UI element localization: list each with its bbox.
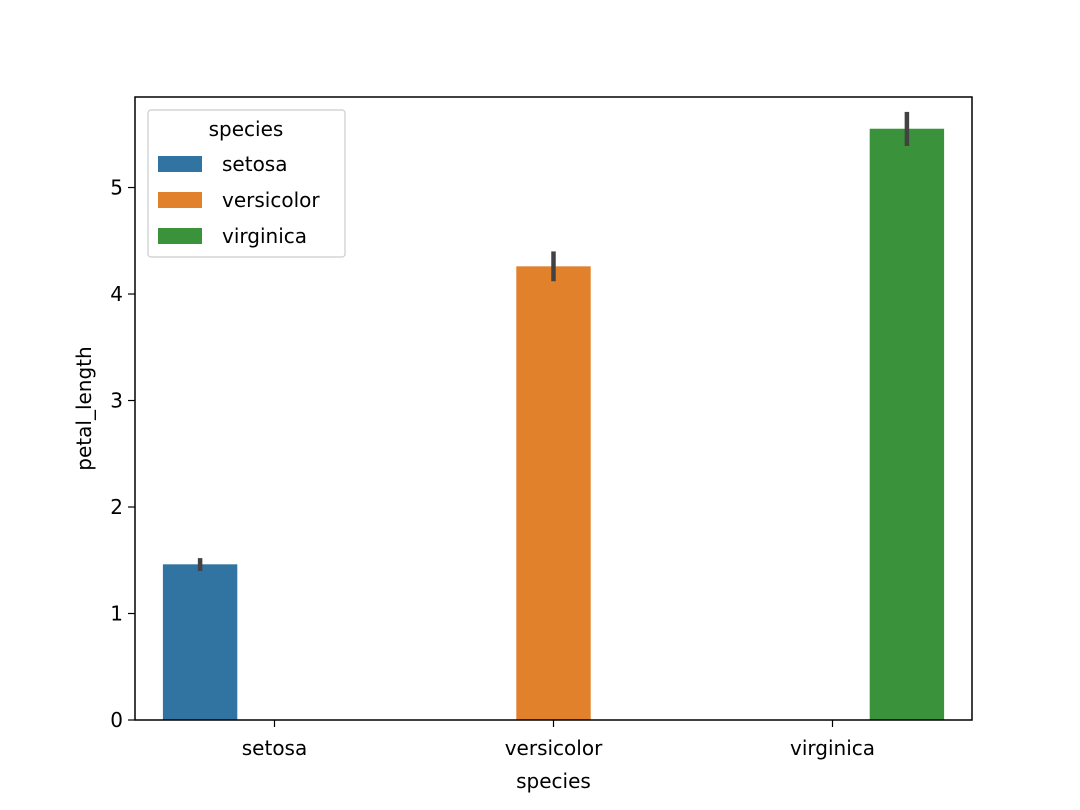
y-axis: 0 1 2 3 4 5 — [110, 176, 135, 732]
legend-entries: setosa versicolor virginica — [158, 152, 320, 248]
x-axis: setosa versicolor virginica — [242, 720, 875, 760]
y-tick-label: 1 — [110, 602, 123, 626]
legend-label-versicolor: versicolor — [222, 188, 320, 212]
y-tick-label: 3 — [110, 389, 123, 413]
y-tick-label: 2 — [110, 495, 123, 519]
bar-setosa — [162, 564, 238, 720]
x-tick-label: virginica — [790, 736, 875, 760]
legend-label-virginica: virginica — [222, 224, 307, 248]
y-tick-label: 4 — [110, 282, 123, 306]
errorbars-group — [197, 111, 910, 571]
bars-group — [162, 128, 945, 721]
y-tick-label: 5 — [110, 176, 123, 200]
bar-virginica — [869, 128, 945, 721]
legend-label-setosa: setosa — [222, 152, 287, 176]
x-axis-title: species — [516, 769, 591, 793]
legend: species setosa versicolor virginica — [147, 109, 346, 258]
legend-swatch-versicolor — [158, 192, 202, 208]
legend-box — [147, 109, 346, 258]
x-tick-label: setosa — [242, 736, 307, 760]
y-axis-title: petal_length — [72, 346, 96, 470]
legend-title: species — [209, 117, 284, 141]
x-tick-label: versicolor — [505, 736, 603, 760]
legend-swatch-setosa — [158, 156, 202, 172]
bar-versicolor — [516, 266, 591, 720]
y-tick-label: 0 — [110, 708, 123, 732]
legend-swatch-virginica — [158, 228, 202, 244]
